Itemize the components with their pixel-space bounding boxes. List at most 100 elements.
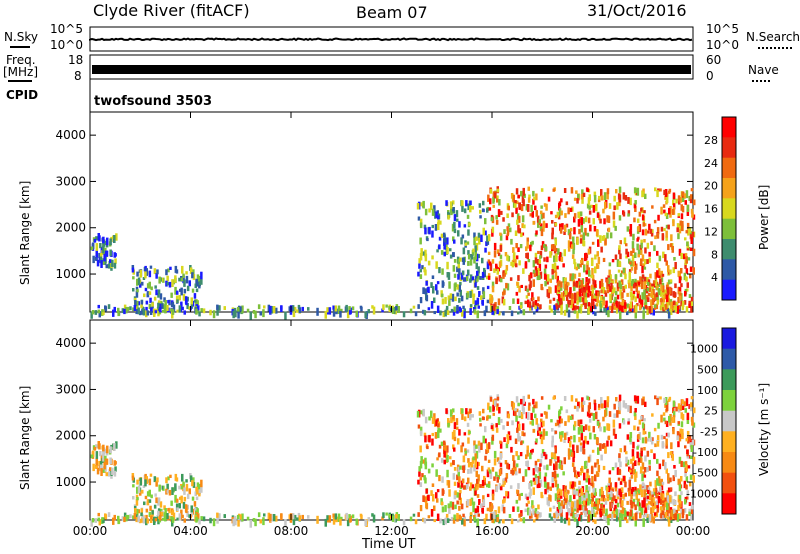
heatmap-cell (547, 404, 551, 410)
heatmap-cell (153, 504, 157, 509)
heatmap-cell (514, 230, 518, 236)
heatmap-cell (486, 447, 490, 453)
heatmap-cell (657, 497, 661, 504)
heatmap-cell (666, 515, 669, 520)
heatmap-cell (626, 519, 629, 524)
heatmap-cell (418, 471, 421, 477)
heatmap-cell (216, 516, 219, 524)
heatmap-cell (616, 502, 620, 508)
heatmap-cell (619, 311, 622, 320)
heatmap-cell (176, 517, 179, 521)
heatmap-cell (618, 394, 622, 401)
heatmap-cell (587, 510, 591, 515)
heatmap-cell (604, 201, 607, 210)
heatmap-cell (527, 292, 530, 296)
heatmap-cell (559, 495, 563, 499)
heatmap-cell (236, 306, 240, 312)
heatmap-cell (486, 261, 490, 270)
heatmap-cell (136, 479, 139, 485)
heatmap-cell (529, 452, 532, 460)
heatmap-cell (385, 304, 388, 308)
heatmap-cell (444, 517, 447, 525)
heatmap-cell (629, 405, 632, 414)
heatmap-cell (167, 508, 170, 512)
heatmap-cell (580, 259, 583, 264)
heatmap-cell (505, 473, 509, 479)
heatmap-cell (139, 477, 142, 486)
heatmap-cell (637, 434, 640, 440)
heatmap-cell (688, 511, 691, 516)
heatmap-cell (554, 493, 558, 501)
heatmap-cell (685, 398, 689, 407)
heatmap-cell (174, 473, 178, 481)
heatmap-cell (606, 487, 609, 492)
heatmap-cell (510, 446, 513, 453)
heatmap-cell (650, 513, 653, 521)
heatmap-cell (345, 512, 348, 518)
heatmap-cell (453, 467, 457, 471)
heatmap-cell (554, 446, 557, 454)
heatmap-cell (680, 491, 683, 496)
heatmap-cell (524, 508, 527, 513)
heatmap-cell (535, 230, 538, 235)
heatmap-cell (643, 418, 646, 422)
heatmap-cell (428, 416, 431, 421)
heatmap-cell (218, 305, 221, 311)
heatmap-cell (137, 515, 140, 523)
heatmap-cell (192, 482, 196, 488)
heatmap-cell (436, 513, 440, 521)
heatmap-cell (425, 488, 428, 494)
heatmap-cell (587, 293, 590, 298)
heatmap-cell (664, 195, 667, 200)
heatmap-cell (514, 200, 517, 209)
heatmap-cell (467, 253, 471, 260)
heatmap-cell (542, 226, 545, 232)
heatmap-cell (105, 458, 109, 465)
heatmap-cell (691, 420, 694, 426)
heatmap-cell (685, 438, 688, 442)
heatmap-cell (422, 495, 425, 502)
heatmap-cell (451, 293, 455, 302)
heatmap-cell (569, 415, 573, 420)
heatmap-cell (360, 514, 363, 520)
heatmap-cell (514, 466, 517, 475)
heatmap-cell (644, 507, 647, 513)
heatmap-cell (145, 300, 149, 305)
heatmap-cell (580, 488, 583, 496)
heatmap-cell (580, 287, 584, 293)
freq-lo-tick: 8 (74, 69, 82, 83)
heatmap-cell (614, 225, 617, 231)
heatmap-cell (135, 290, 139, 298)
heatmap-cell (551, 471, 555, 478)
heatmap-cell (540, 245, 544, 251)
heatmap-cell (607, 282, 610, 287)
heatmap-cell (598, 422, 601, 429)
heatmap-cell (556, 483, 559, 492)
heatmap-cell (577, 401, 580, 408)
heatmap-cell (301, 306, 304, 312)
heatmap-cell (577, 211, 580, 219)
heatmap-cell (658, 255, 662, 262)
heatmap-cell (660, 414, 663, 423)
noise-trace (89, 37, 693, 42)
heatmap-cell (100, 468, 103, 476)
heatmap-cell (500, 418, 503, 423)
heatmap-cell (622, 192, 626, 200)
heatmap-cell (662, 512, 665, 520)
heatmap-cell (676, 435, 679, 441)
heatmap-cell (269, 513, 272, 521)
heatmap-cell (641, 422, 645, 429)
heatmap-cell (529, 488, 532, 496)
heatmap-cell (686, 222, 690, 231)
heatmap-cell (641, 229, 645, 236)
heatmap-cell (450, 308, 454, 313)
heatmap-cell (506, 434, 509, 439)
heatmap-cell (624, 403, 628, 408)
heatmap-cell (492, 204, 495, 208)
heatmap-cell (198, 519, 201, 525)
x-tick-label: 00:00 (73, 524, 108, 538)
heatmap-cell (560, 297, 563, 305)
heatmap-cell (648, 223, 651, 231)
heatmap-cell (668, 415, 671, 423)
heatmap-cell (452, 444, 455, 450)
